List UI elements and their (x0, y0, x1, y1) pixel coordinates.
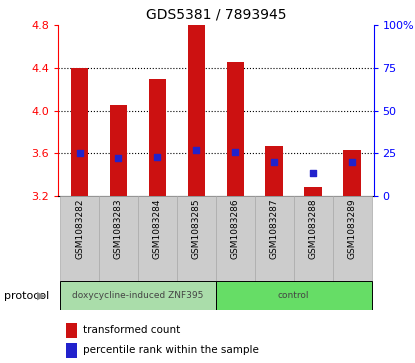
Bar (216, 281, 371, 310)
Point (232, 150, 239, 155)
Text: percentile rank within the sample: percentile rank within the sample (83, 345, 259, 355)
Bar (227, 62, 244, 196)
Text: ▶: ▶ (37, 291, 46, 301)
Text: GSM1083284: GSM1083284 (153, 199, 162, 259)
Text: GSM1083283: GSM1083283 (114, 199, 123, 259)
Text: GSM1083288: GSM1083288 (309, 199, 317, 259)
Text: GSM1083286: GSM1083286 (231, 199, 240, 259)
Bar (138, 196, 177, 281)
Text: doxycycline-induced ZNF395: doxycycline-induced ZNF395 (72, 291, 204, 300)
Bar (343, 150, 361, 196)
Point (154, 154, 161, 159)
Text: GSM1083285: GSM1083285 (192, 199, 201, 259)
Bar (99, 196, 138, 281)
Bar (266, 146, 283, 196)
Title: GDS5381 / 7893945: GDS5381 / 7893945 (146, 8, 286, 21)
Bar (255, 196, 294, 281)
Bar (294, 196, 332, 281)
Point (310, 170, 317, 175)
Bar (71, 68, 88, 196)
Text: control: control (278, 291, 310, 300)
Bar (110, 105, 127, 196)
Bar (216, 196, 255, 281)
Bar (149, 79, 166, 196)
Bar (60, 281, 216, 310)
Point (349, 159, 355, 165)
Point (76, 150, 83, 156)
Text: transformed count: transformed count (83, 325, 180, 335)
Bar (304, 187, 322, 196)
Text: GSM1083282: GSM1083282 (75, 199, 84, 259)
Bar (332, 196, 371, 281)
Text: protocol: protocol (4, 291, 49, 301)
Point (271, 159, 278, 165)
Bar (60, 196, 99, 281)
Text: GSM1083289: GSM1083289 (348, 199, 356, 259)
Text: GSM1083287: GSM1083287 (270, 199, 279, 259)
Bar (177, 196, 216, 281)
Point (193, 147, 200, 153)
Bar (188, 25, 205, 196)
Point (115, 155, 122, 160)
